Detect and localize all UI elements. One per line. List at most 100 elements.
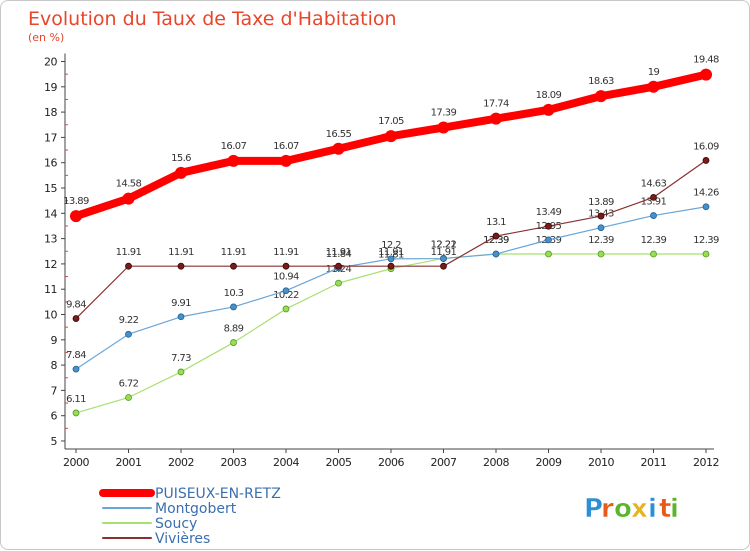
y-tick-label: 19 bbox=[44, 81, 57, 94]
data-point bbox=[597, 224, 605, 232]
data-label: 12.39 bbox=[693, 235, 719, 246]
data-point bbox=[282, 287, 290, 295]
y-tick-label: 20 bbox=[44, 56, 57, 69]
y-tick-label: 8 bbox=[51, 359, 58, 372]
legend-label: PUISEUX-EN-RETZ bbox=[155, 486, 281, 502]
series-line bbox=[75, 206, 707, 370]
legend-item: PUISEUX-EN-RETZ bbox=[99, 486, 281, 502]
logo-letter: r bbox=[601, 494, 614, 524]
logo-letter: o bbox=[614, 494, 632, 524]
x-tick-label: 2007 bbox=[431, 456, 457, 469]
data-point bbox=[492, 232, 500, 240]
data-point bbox=[70, 210, 82, 223]
chart-title: Evolution du Taux de Taxe d'Habitation bbox=[28, 8, 397, 30]
data-point bbox=[72, 365, 80, 373]
y-tick-label: 7 bbox=[51, 384, 58, 397]
data-point bbox=[545, 222, 552, 230]
data-point bbox=[440, 255, 447, 262]
data-point bbox=[332, 142, 345, 155]
y-tick-label: 15 bbox=[44, 182, 57, 195]
series-line bbox=[72, 70, 710, 221]
legend-item: Montgobert bbox=[102, 501, 237, 517]
data-label: 13.1 bbox=[486, 217, 506, 228]
data-point bbox=[702, 250, 710, 258]
y-tick-label: 12 bbox=[44, 258, 57, 271]
data-point bbox=[177, 368, 185, 376]
legend-label: Montgobert bbox=[155, 501, 237, 517]
data-point bbox=[490, 112, 502, 125]
x-tick-label: 2010 bbox=[588, 456, 614, 469]
data-point bbox=[177, 262, 185, 270]
data-point bbox=[542, 103, 555, 116]
data-point bbox=[387, 262, 395, 270]
legend-item: Vivières bbox=[102, 531, 210, 547]
data-point bbox=[597, 212, 605, 220]
data-label: 17.74 bbox=[483, 99, 509, 110]
legend-item: Soucy bbox=[102, 516, 197, 532]
data-label: 12.21 bbox=[431, 240, 457, 251]
data-label: 16.55 bbox=[326, 129, 352, 140]
data-label: 10.3 bbox=[224, 288, 244, 299]
data-point bbox=[650, 212, 657, 219]
data-point bbox=[282, 305, 290, 313]
logo-letter: x bbox=[631, 494, 648, 524]
data-label: 16.09 bbox=[693, 141, 719, 152]
x-tick-label: 2011 bbox=[641, 456, 667, 469]
data-point bbox=[72, 409, 80, 417]
data-point bbox=[280, 154, 292, 167]
x-tick-label: 2008 bbox=[483, 456, 509, 469]
data-point bbox=[230, 339, 237, 346]
y-tick-label: 16 bbox=[44, 157, 57, 170]
data-point bbox=[702, 157, 710, 164]
x-tick-label: 2012 bbox=[693, 456, 719, 469]
series-soucy: 6.116.727.738.8910.2211.2411.8112.2212.3… bbox=[66, 235, 720, 417]
data-label: 12.22 bbox=[431, 239, 457, 250]
data-point bbox=[230, 303, 237, 311]
data-point bbox=[597, 250, 605, 258]
data-label: 19 bbox=[648, 67, 660, 78]
data-label: 9.22 bbox=[119, 315, 139, 326]
data-point bbox=[440, 262, 447, 270]
data-point bbox=[335, 262, 342, 270]
y-tick-label: 14 bbox=[44, 207, 57, 220]
data-label: 10.94 bbox=[273, 272, 299, 283]
data-point bbox=[72, 315, 80, 322]
y-tick-label: 5 bbox=[51, 435, 58, 448]
data-point bbox=[227, 154, 240, 167]
data-label: 13.89 bbox=[63, 196, 89, 207]
data-point bbox=[125, 262, 132, 270]
data-label: 11.91 bbox=[326, 247, 352, 258]
data-label: 11.91 bbox=[168, 247, 194, 258]
data-label: 11.81 bbox=[378, 250, 404, 261]
data-point bbox=[335, 279, 342, 287]
data-point bbox=[700, 68, 712, 81]
data-point bbox=[492, 250, 500, 258]
data-label: 8.89 bbox=[224, 324, 244, 335]
data-label: 9.91 bbox=[171, 298, 191, 309]
y-tick-label: 13 bbox=[44, 233, 57, 246]
data-label: 14.58 bbox=[116, 179, 142, 190]
y-tick-label: 10 bbox=[44, 309, 57, 322]
series-puiseux-en-retz: 13.89 14.58 15.6 16.07 16.07 16.55 17.05 17.39 1… bbox=[63, 55, 720, 223]
data-label: 13.91 bbox=[641, 197, 667, 208]
data-label: 16.07 bbox=[221, 141, 247, 152]
data-point bbox=[595, 90, 607, 103]
data-point bbox=[125, 394, 132, 401]
series-layer: 6.116.727.738.8910.2211.2411.8112.2212.3… bbox=[63, 55, 720, 417]
x-tick-label: 2002 bbox=[168, 456, 194, 469]
data-point bbox=[125, 330, 132, 338]
data-label: 6.11 bbox=[66, 394, 86, 405]
axes: 5 6 7 8 9 10 11 12 13 14 15 16 17 18 19 20 2000 2001 2002 2… bbox=[44, 53, 720, 469]
chart-subtitle: (en %) bbox=[28, 31, 64, 44]
x-tick-label: 2000 bbox=[63, 456, 89, 469]
data-label: 19.48 bbox=[693, 55, 719, 66]
series-montgobert: 7.84 9.22 9.91 10.3 10.94 11.84 12.2 12.21 12.39… bbox=[66, 188, 720, 373]
data-label: 11.91 bbox=[273, 247, 299, 258]
series-line bbox=[75, 253, 707, 414]
data-point bbox=[175, 166, 187, 179]
data-label: 9.84 bbox=[66, 300, 86, 311]
